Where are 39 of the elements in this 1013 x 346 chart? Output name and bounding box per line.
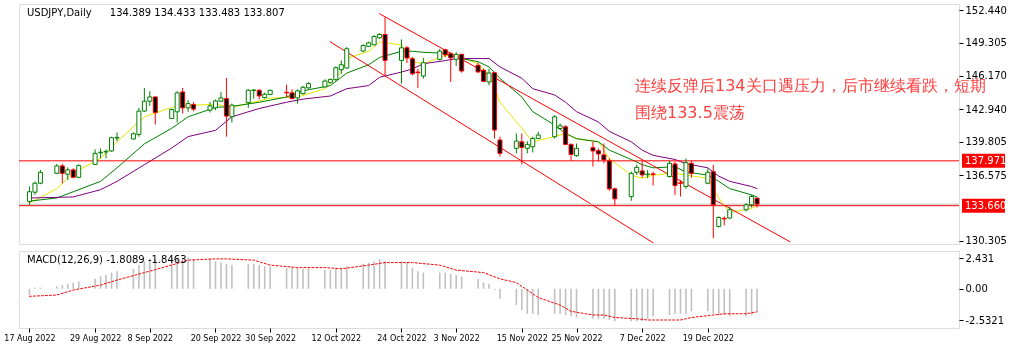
x-tick-label: 24 Oct 2022	[377, 333, 427, 343]
candlestick	[497, 136, 503, 158]
ref-line-label: 137.971	[965, 154, 1007, 166]
y-tick-label: 0.00	[965, 283, 988, 295]
candlestick	[628, 171, 634, 202]
candlestick	[513, 132, 519, 154]
x-tick-label: 25 Nov 2022	[551, 333, 603, 343]
candlestick	[229, 103, 235, 124]
y-tick-label: 152.440	[965, 4, 1007, 16]
y-tick-label: 136.575	[965, 169, 1007, 181]
x-tick-label: 7 Dec 2022	[619, 333, 666, 343]
chart-title: USDJPY,Daily	[27, 7, 92, 18]
y-tick-label: 142.940	[965, 103, 1007, 115]
chart-title: MACD(12,26,9) -1.8089 -1.8463	[27, 254, 187, 265]
chart-subtitle: 134.389 134.433 133.483 133.807	[109, 7, 285, 18]
x-tick-label: 19 Dec 2022	[682, 333, 734, 343]
x-tick-label: 30 Sep 2022	[245, 333, 297, 343]
y-tick-label: 139.805	[965, 136, 1007, 148]
x-tick-label: 3 Nov 2022	[433, 333, 480, 343]
y-tick-label: 2.431	[965, 252, 995, 264]
candlestick	[650, 171, 656, 187]
candlestick	[185, 99, 191, 113]
x-tick-label: 12 Oct 2022	[311, 333, 362, 343]
candlestick	[59, 163, 65, 184]
annotation: 围绕133.5震荡	[635, 103, 745, 122]
candlestick	[683, 157, 689, 190]
y-tick-label: 130.305	[965, 235, 1007, 247]
candlestick	[420, 57, 426, 80]
x-tick-label: 17 Aug 2022	[4, 333, 56, 343]
x-tick-label: 20 Sep 2022	[190, 333, 242, 343]
candlestick	[223, 77, 229, 138]
candlestick	[180, 87, 186, 114]
ref-line-label: 133.660	[965, 199, 1007, 211]
y-tick-label: 149.305	[965, 37, 1007, 49]
y-tick-label: -2.5321	[965, 314, 1005, 326]
x-tick-label: 15 Nov 2022	[496, 333, 548, 343]
x-tick-label: 29 Aug 2022	[69, 333, 122, 343]
x-tick-label: 8 Sep 2022	[127, 333, 174, 343]
candlestick	[152, 96, 158, 126]
